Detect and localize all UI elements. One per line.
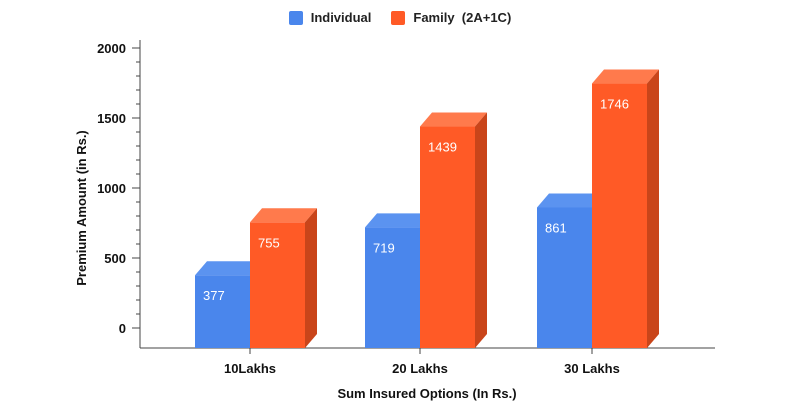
legend-label-individual: Individual	[310, 10, 372, 25]
bar-value-label: 1746	[600, 97, 629, 112]
y-tick-label: 1000	[97, 181, 126, 196]
legend-item-individual[interactable]: Individual	[288, 10, 372, 25]
bar-front	[537, 207, 592, 348]
legend-item-family[interactable]: Family (2A+1C)	[391, 10, 511, 25]
bar-front	[592, 83, 647, 348]
x-axis-title: Sum Insured Options (In Rs.)	[337, 386, 516, 401]
bar-value-label: 755	[258, 235, 280, 250]
y-axis-title: Premium Amount (in Rs.)	[74, 130, 89, 286]
x-tick-label: 10Lakhs	[224, 361, 276, 376]
bar-value-label: 1439	[428, 140, 457, 155]
legend-label-family: Family (2A+1C)	[413, 10, 512, 25]
bar-family-0: 755	[250, 208, 317, 348]
bar-side	[647, 69, 659, 348]
bar-front	[195, 275, 250, 348]
y-tick-label: 0	[119, 321, 126, 336]
y-tick-label: 2000	[97, 41, 126, 56]
bar-top	[195, 261, 262, 276]
chart-legend: Individual Family (2A+1C)	[0, 10, 800, 25]
x-tick-label: 20 Lakhs	[392, 361, 448, 376]
legend-swatch-family	[391, 10, 406, 25]
bar-top	[250, 208, 317, 223]
bar-front	[420, 126, 475, 348]
bar-value-label: 861	[545, 220, 567, 235]
bar-front	[365, 227, 420, 348]
bars: 377 719 861 755 1439 1746	[195, 69, 659, 348]
bar-family-1: 1439	[420, 112, 487, 348]
y-tick-label: 500	[104, 251, 126, 266]
x-tick-label: 30 Lakhs	[564, 361, 620, 376]
bar-side	[305, 208, 317, 348]
bar-top	[365, 213, 432, 228]
legend-swatch-individual	[288, 10, 303, 25]
bar-family-2: 1746	[592, 69, 659, 348]
bar-top	[592, 69, 659, 84]
y-tick-label: 1500	[97, 111, 126, 126]
bar-top	[420, 112, 487, 127]
bar-value-label: 719	[373, 240, 395, 255]
bar-top	[537, 193, 604, 208]
bar-front	[250, 222, 305, 348]
bar-side	[475, 112, 487, 348]
bar-value-label: 377	[203, 288, 225, 303]
